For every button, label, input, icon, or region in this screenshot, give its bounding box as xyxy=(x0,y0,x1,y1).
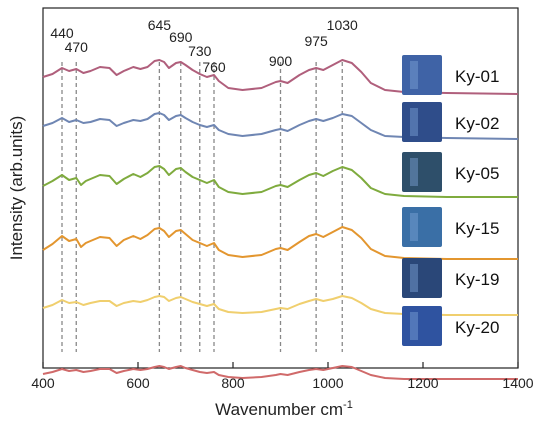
series-ky-05 xyxy=(42,165,518,198)
swatch-ky-02 xyxy=(402,102,442,142)
swatch-highlight-ky-05 xyxy=(410,158,418,186)
peak-label-975: 975 xyxy=(304,33,328,49)
x-axis-ticks: 400 600 800 1000 1200 1400 xyxy=(31,362,534,391)
series-ky-20 xyxy=(42,365,518,380)
x-axis-label-superscript: -1 xyxy=(343,399,353,411)
x-tick-label-400: 400 xyxy=(31,375,55,391)
sample-label-ky-20: Ky-20 xyxy=(455,318,499,337)
swatch-ky-01 xyxy=(402,55,442,95)
swatch-ky-19 xyxy=(402,258,442,298)
x-tick-label-600: 600 xyxy=(126,375,150,391)
swatch-ky-05 xyxy=(402,152,442,192)
peak-label-470: 470 xyxy=(65,39,89,55)
sample-swatches xyxy=(402,55,442,346)
series-ky-19 xyxy=(42,295,518,316)
x-tick-label-1400: 1400 xyxy=(502,375,533,391)
swatch-highlight-ky-19 xyxy=(410,264,418,292)
sample-label-ky-02: Ky-02 xyxy=(455,114,499,133)
swatch-ky-15 xyxy=(402,207,442,247)
peak-label-690: 690 xyxy=(169,29,193,45)
series-ky-01 xyxy=(42,59,519,95)
spectra-series xyxy=(42,59,519,380)
peak-label-1030: 1030 xyxy=(327,17,358,33)
x-axis-label-main: Wavenumber cm xyxy=(215,400,343,419)
sample-label-ky-15: Ky-15 xyxy=(455,219,499,238)
plot-frame xyxy=(42,7,519,369)
peak-label-900: 900 xyxy=(269,53,293,69)
peak-reference-lines xyxy=(61,62,343,352)
swatch-highlight-ky-02 xyxy=(410,108,418,136)
x-tick-label-1000: 1000 xyxy=(312,375,343,391)
swatch-highlight-ky-01 xyxy=(410,61,418,89)
y-axis-label: Intensity (arb.units) xyxy=(7,116,26,261)
peak-label-440: 440 xyxy=(50,25,74,41)
series-ky-02 xyxy=(42,112,519,140)
swatch-highlight-ky-15 xyxy=(410,213,418,241)
sample-label-ky-01: Ky-01 xyxy=(455,67,499,86)
sample-labels: Ky-01 Ky-02 Ky-05 Ky-15 Ky-19 Ky-20 xyxy=(455,67,499,337)
x-axis-label: Wavenumber cm-1 xyxy=(215,399,353,419)
swatch-ky-20 xyxy=(402,306,442,346)
peak-label-730: 730 xyxy=(188,43,212,59)
series-ky-15 xyxy=(42,226,518,260)
sample-label-ky-19: Ky-19 xyxy=(455,270,499,289)
peak-label-760: 760 xyxy=(202,59,226,75)
swatch-highlight-ky-20 xyxy=(410,312,418,340)
x-tick-label-800: 800 xyxy=(221,375,245,391)
sample-label-ky-05: Ky-05 xyxy=(455,164,499,183)
peak-label-645: 645 xyxy=(148,17,172,33)
x-tick-label-1200: 1200 xyxy=(407,375,438,391)
